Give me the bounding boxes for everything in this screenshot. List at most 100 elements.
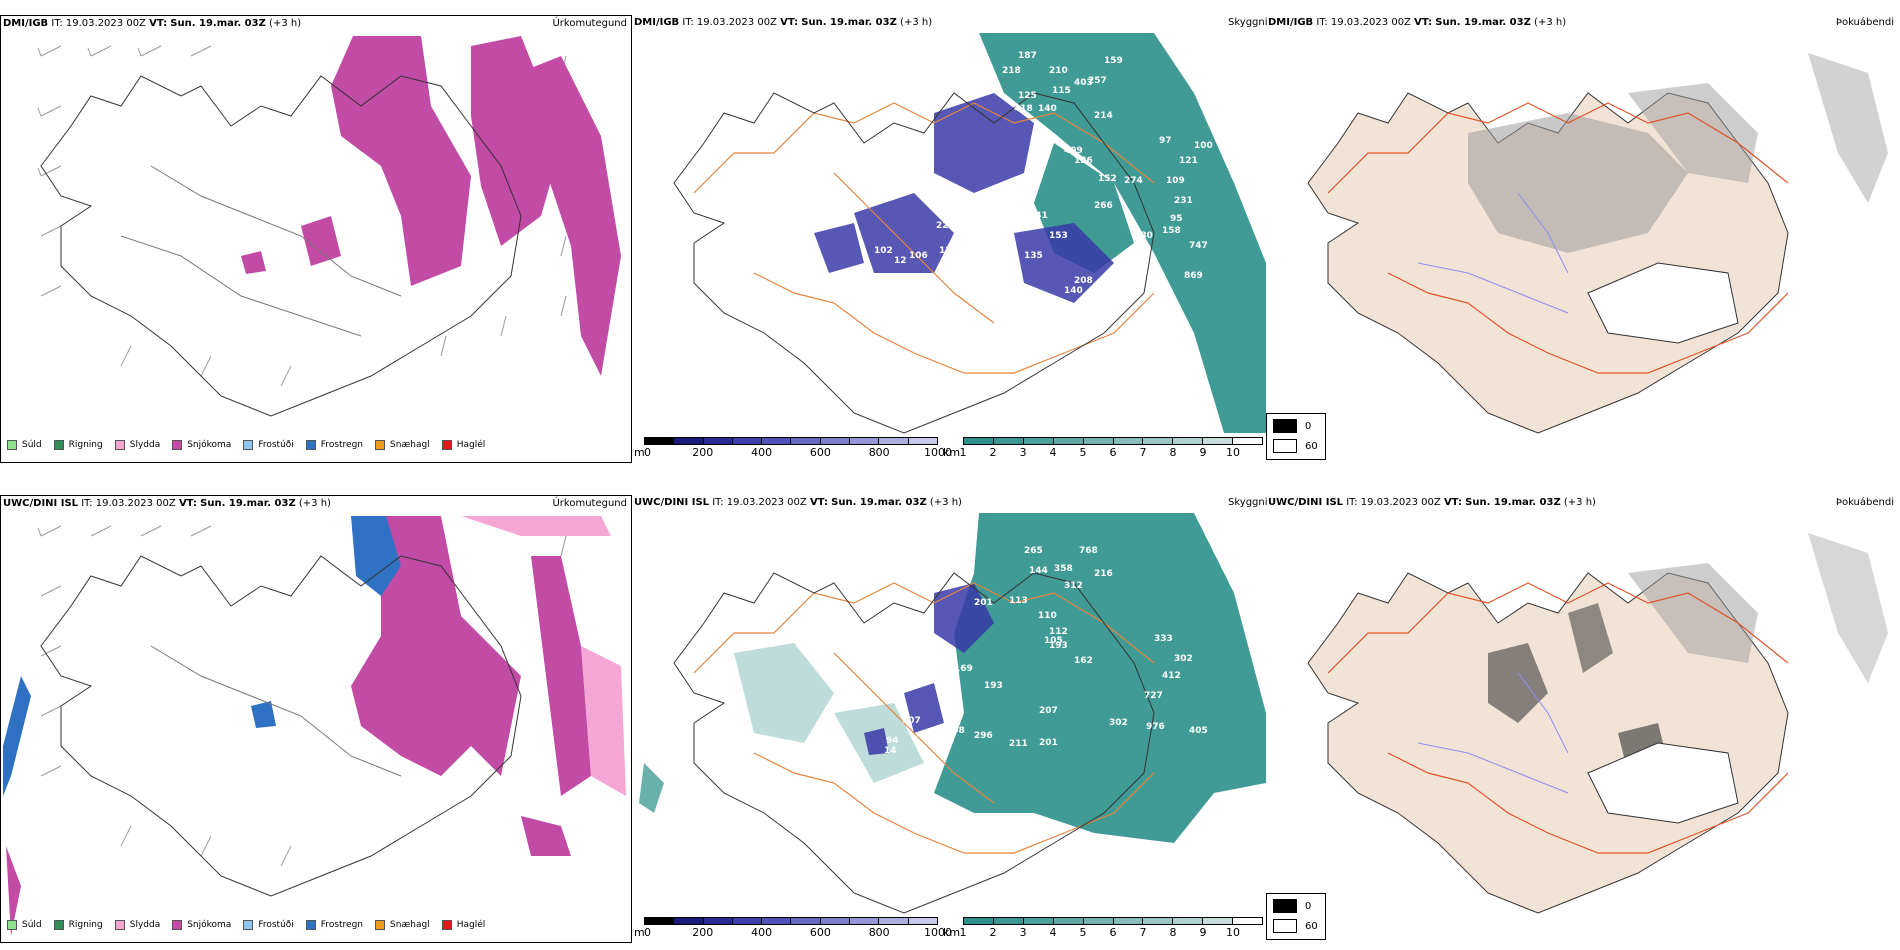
legend-label: Súld xyxy=(22,920,42,930)
visibility-value-label: 135 xyxy=(1024,251,1043,261)
rivers xyxy=(1417,672,1569,794)
colorbar-cell xyxy=(1083,438,1114,444)
visibility-value-label: 201 xyxy=(1039,738,1058,748)
colorbar-cell xyxy=(1053,438,1084,444)
vt-value: Sun. 19.mar. 03Z xyxy=(801,17,897,28)
panel-type-fog: Þokuábendi xyxy=(1835,497,1894,508)
cloud-swatch-light xyxy=(1273,439,1297,453)
legend-swatch xyxy=(7,920,17,930)
vt-label: VT: xyxy=(780,17,799,28)
elevation-blue-areas xyxy=(814,93,1114,303)
snow-areas xyxy=(241,36,621,376)
legend-item-snaehagl: Snæhagl xyxy=(375,920,430,930)
model-name: DMI/IGB xyxy=(1268,17,1314,28)
it-value: 19.03.2023 00Z xyxy=(95,498,176,509)
colorbar-tick: 5 xyxy=(1079,446,1087,459)
visibility-value-label: 747 xyxy=(1189,241,1208,251)
visibility-value-label: 126 xyxy=(1074,156,1093,166)
legend-swatch xyxy=(305,920,316,930)
legend-label: Slydda xyxy=(129,440,161,450)
legend-label: Frostregn xyxy=(320,440,364,450)
cloud-legend-row: 60 xyxy=(1273,919,1318,933)
roads xyxy=(693,582,1155,854)
visibility-value-label: 162 xyxy=(1074,656,1093,666)
visibility-value-label: 14 xyxy=(884,746,897,756)
visibility-value-label: 976 xyxy=(1146,722,1165,732)
visibility-colorbar-cells xyxy=(963,437,1263,445)
rivers xyxy=(1417,192,1569,314)
lead-time: (+3 h) xyxy=(298,498,331,509)
visibility-value-label: 193 xyxy=(1049,641,1068,651)
legend-swatch xyxy=(441,920,452,930)
model-name: UWC/DINI ISL xyxy=(634,497,710,508)
visibility-value-label: 768 xyxy=(1079,546,1098,556)
colorbar-tick: 0 xyxy=(644,446,651,459)
visibility-value-label: 206 xyxy=(984,251,1003,261)
precip-legend: Súld Rigning Slydda Snjókoma Frostúði Fr… xyxy=(7,920,497,930)
colorbar-cell xyxy=(879,918,909,924)
legend-label: Rigning xyxy=(68,440,103,450)
visibility-value-label: 112 xyxy=(1049,627,1068,637)
colorbar-cell xyxy=(1143,918,1174,924)
colorbar-cell xyxy=(674,918,704,924)
roads xyxy=(1327,582,1789,854)
visibility-colorbar-ticks: 1 2 3 4 5 6 7 8 9 10 xyxy=(960,445,1263,459)
visibility-value-label: 207 xyxy=(1039,706,1058,716)
cloud-swatch-dark xyxy=(1273,419,1297,433)
visibility-value-label: 412 xyxy=(1162,671,1181,681)
colorbar-cell xyxy=(1143,438,1174,444)
colorbar-cell xyxy=(964,918,994,924)
panel-type-fog: Þokuábendi xyxy=(1835,17,1894,28)
it-label: IT: xyxy=(81,498,93,509)
it-label: IT: xyxy=(1316,17,1328,28)
model-name: UWC/DINI ISL xyxy=(3,498,79,509)
colorbar-tick: 9 xyxy=(1199,446,1207,459)
iceland-outline xyxy=(673,572,1155,914)
precip-map-uwc xyxy=(3,516,626,936)
legend-label: Slydda xyxy=(129,920,161,930)
visibility-value-label: 296 xyxy=(974,731,993,741)
visibility-value-label: 141 xyxy=(1029,211,1048,221)
legend-swatch xyxy=(375,920,386,930)
vt-label: VT: xyxy=(149,18,168,29)
visibility-colorbar-1: 1 2 3 4 5 6 7 8 9 10 km xyxy=(943,437,1263,459)
iceland-outline xyxy=(673,92,1155,434)
fog-panel-uwc: UWC/DINI ISL IT: 19.03.2023 00Z VT: Sun.… xyxy=(1268,495,1900,943)
model-name: DMI/IGB xyxy=(634,17,680,28)
iceland-outline xyxy=(40,75,522,417)
colorbar-tick: 1000 xyxy=(924,926,952,939)
visibility-value-label: 257 xyxy=(1088,76,1107,86)
legend-swatch xyxy=(375,440,386,450)
fog-map-dmi xyxy=(1307,53,1888,434)
cloud-legend-2: 0 60 xyxy=(1266,893,1326,940)
fog-land xyxy=(1307,572,1789,914)
it-value: 19.03.2023 00Z xyxy=(696,17,777,28)
visibility-value-label: 153 xyxy=(1049,231,1068,241)
legend-item-frostudi: Frostúði xyxy=(243,920,294,930)
visibility-value-label: 121 xyxy=(1179,156,1198,166)
it-value: 19.03.2023 00Z xyxy=(726,497,807,508)
visibility-value-label: 159 xyxy=(1104,56,1123,66)
fog-grey-areas xyxy=(1468,53,1888,253)
visibility-colorbar-ticks: 1 2 3 4 5 6 7 8 9 10 xyxy=(960,925,1263,939)
colorbar-cell xyxy=(993,918,1024,924)
elevation-colorbar-ticks: 0 200 400 600 800 1000 xyxy=(644,445,952,459)
colorbar-tick: 8 xyxy=(1169,926,1177,939)
colorbar-tick: 0 xyxy=(644,926,651,939)
vt-value: Sun. 19.mar. 03Z xyxy=(200,498,296,509)
iceland-outline xyxy=(40,555,522,897)
colorbar-tick: 8 xyxy=(1169,446,1177,459)
colorbar-cell xyxy=(1023,438,1054,444)
elevation-colorbar-cells xyxy=(644,437,938,445)
visibility-value-label: 312 xyxy=(1064,581,1083,591)
legend-item-rigning: Rigning xyxy=(53,440,103,450)
visibility-value-label: 360 xyxy=(979,271,998,281)
colorbar-cell xyxy=(791,918,821,924)
elevation-unit: m xyxy=(634,446,645,459)
visibility-value-label: 265 xyxy=(1024,546,1043,556)
elevation-colorbar-ticks: 0 200 400 600 800 1000 xyxy=(644,925,952,939)
colorbar-cell xyxy=(908,918,937,924)
colorbar-cell xyxy=(1113,438,1144,444)
